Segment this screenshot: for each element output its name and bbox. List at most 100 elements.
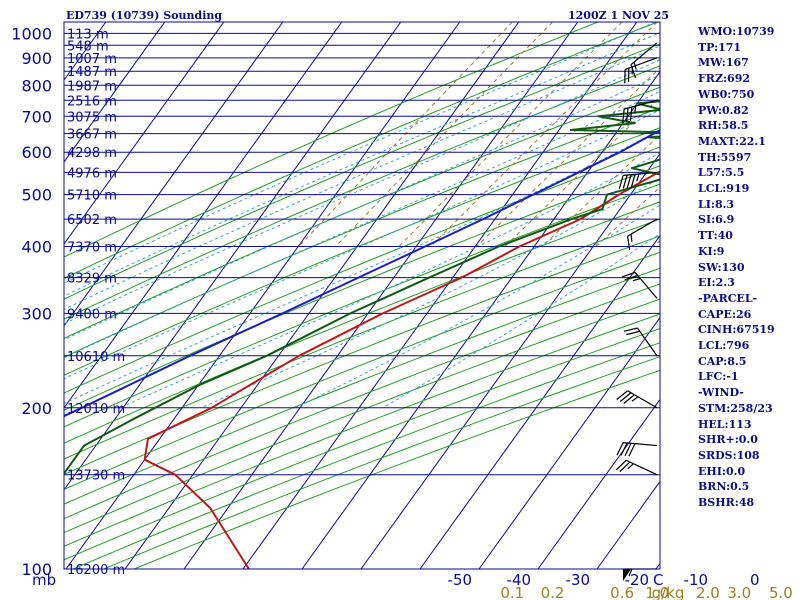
wind-barb-feather [623,394,635,404]
wind-barb-staff [623,171,658,176]
mixing-ratio-unit-label: g/kg [652,584,685,600]
isotherm-line [64,22,343,409]
wind-barb-staff [634,272,658,299]
height-label: 3075 m [67,110,117,125]
isotherm-line [360,152,660,569]
dry-adiabat-line [72,342,660,569]
moist-adiabat-line [64,109,660,380]
pressure-tick-label: 300 [21,304,52,323]
wind-barb-feather [626,174,632,189]
height-label: 12010 m [67,402,125,417]
mixing-ratio-tick-label: 0.1 [500,584,524,600]
wind-barb-feather [619,461,631,473]
mixing-ratio-tick-label: 0.2 [541,584,565,600]
mixing-ratio-tick-label: 5.0 [769,584,793,600]
dry-adiabat-line [64,267,660,505]
isotherm-line [64,22,284,327]
moist-adiabat-line [64,45,660,310]
height-label: 3667 m [67,128,117,143]
wind-barb-feather [622,109,625,123]
stat-line: -PARCEL- [698,291,758,305]
mixing-ratio-line [298,22,513,247]
wind-barb-feather [623,327,638,332]
isotherm-line [64,22,166,163]
wind-barb-staff [625,459,658,476]
dry-adiabat-line [64,313,660,547]
dry-adiabat-line [64,65,660,320]
wind-barb-half-feather [631,396,639,402]
dry-adiabat-line [103,356,660,569]
wind-barb-feather [630,64,637,79]
isotherm-line [537,398,660,569]
wind-barb [621,271,658,299]
stat-line: EI:2.3 [698,276,735,290]
wind-barb-feather [624,274,638,281]
wind-barb-staff [637,327,658,357]
wind-barb-feather [622,174,628,189]
height-label: 1987 m [67,79,117,94]
dry-adiabat-line [64,328,660,561]
pressure-tick-label: 500 [21,186,52,205]
isotherm-line [242,22,638,569]
moist-adiabat-line [64,22,656,284]
height-label: 548 m [67,39,109,54]
wind-barbs [615,42,658,581]
wind-barb-half-feather [634,105,637,114]
dry-adiabat-line [64,86,660,339]
stat-line: PW:0.82 [698,103,749,117]
wind-barb [624,57,658,84]
wind-barb-feather [620,442,628,456]
pressure-unit-label: mb [32,571,56,589]
stat-line: CAP:8.5 [698,354,747,368]
wind-barb-feather [615,459,627,471]
stat-line: BSHR:48 [698,496,755,510]
isotherm-line [478,316,660,569]
stat-line: CAPE:26 [698,307,752,321]
pressure-tick-label: 200 [21,399,52,418]
wind-barb-feather [628,443,636,457]
wind-barb-flag [623,569,631,581]
sounding-traces [64,100,660,569]
isotherm-line [65,22,461,569]
dry-adiabat-line [64,298,660,534]
wind-barb-half-feather [636,173,640,182]
mixing-ratio-line [595,186,660,247]
stat-line: TP:171 [698,40,742,54]
temperature-tick-label: -10 [684,571,709,589]
wind-barb-feather [626,236,631,250]
wind-barb-feather [616,390,628,400]
wind-barb [626,218,658,250]
height-label: 7370 m [67,241,117,256]
moist-adiabat-line [382,233,660,409]
height-label: 6502 m [67,213,117,228]
pressure-tick-label: 700 [21,107,52,126]
stat-line: LI:8.3 [698,197,735,211]
dry-adiabat-line [64,165,660,411]
temperature-tick-label: 0 [750,571,760,589]
isotherm-line [64,22,402,491]
wind-barb-feather [630,174,636,188]
stat-line: TT:40 [698,229,733,243]
mixing-ratio-line [335,22,553,247]
mixing-ratio-line [430,22,658,247]
axis-labels: 100 200 300 400 500 600 700 800 900 1000 16200 m 13… [11,24,793,600]
wind-barb-feather [618,175,624,189]
wind-barb-feather [619,392,632,402]
pressure-tick-label: 1000 [11,24,52,43]
stat-line: LCL:919 [698,182,750,196]
height-label: 1487 m [67,65,117,80]
stat-line: LFC:-1 [698,370,739,384]
temperature-tick-label: -40 [507,571,532,589]
dry-adiabat-line [64,127,660,376]
dry-adiabat-line [64,251,660,491]
dry-adiabat-line [64,22,599,258]
height-label: 16200 m [67,563,125,578]
mixing-ratio-tick-label: 2.0 [696,584,720,600]
pressure-tick-label: 800 [21,76,52,95]
stat-line: RH:58.5 [698,119,749,133]
stat-line: WMO:10739 [698,25,775,38]
wind-barb-staff [627,390,658,409]
stat-line: SW:130 [698,260,745,274]
wind-barb [630,42,658,79]
moist-adiabat-line [64,129,660,405]
